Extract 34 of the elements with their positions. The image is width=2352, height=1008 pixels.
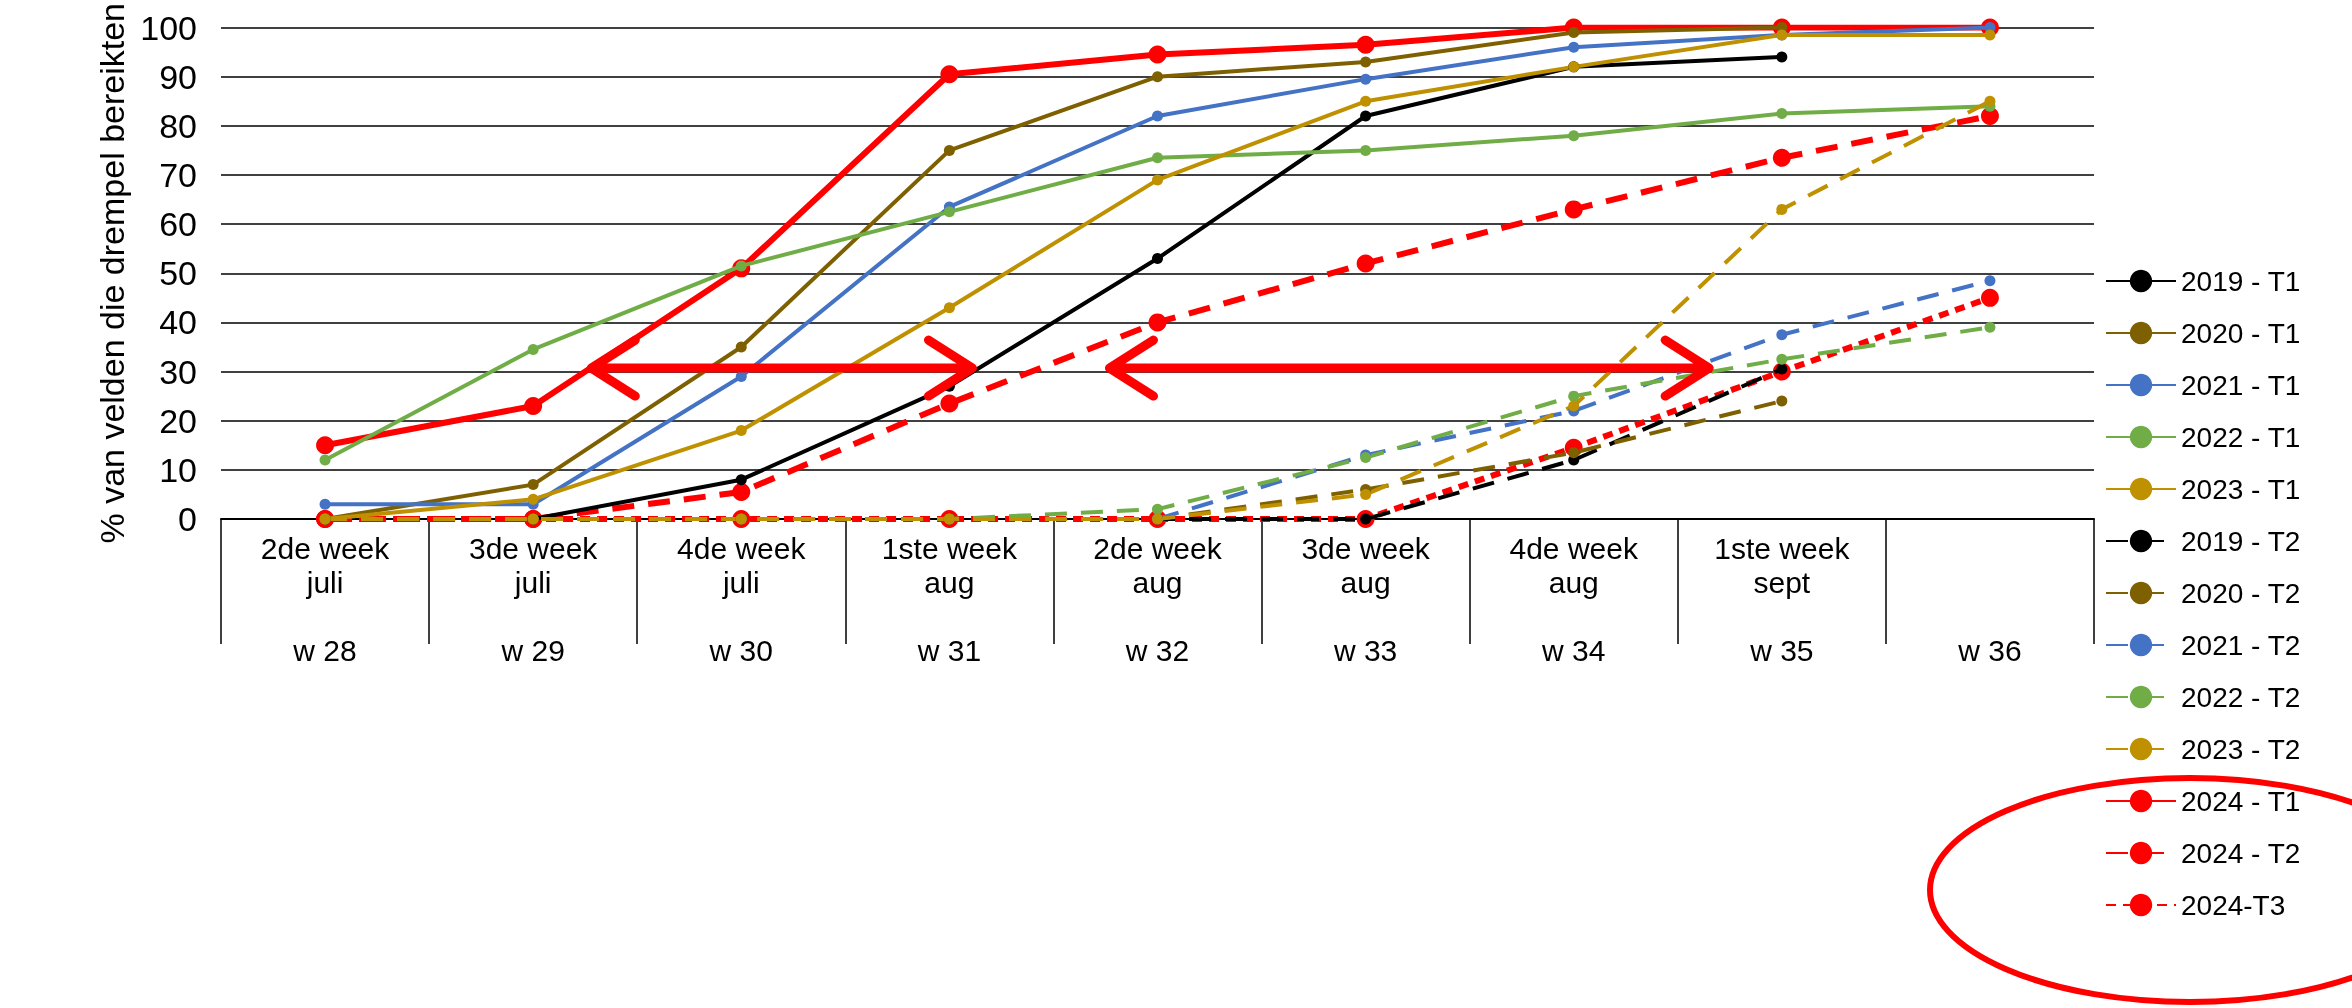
legend-label: 2021 - T1: [2181, 369, 2301, 401]
y-tick-label: 50: [159, 254, 197, 293]
y-tick-label: 40: [159, 303, 197, 342]
y-tick-label: 60: [159, 205, 197, 244]
y-tick-label: 80: [159, 106, 197, 145]
y-tick-label: 70: [159, 155, 197, 194]
legend-label: 2022 - T1: [2181, 421, 2301, 453]
x-tick-label: 2de week aug w 32: [1093, 531, 1223, 667]
x-tick-label: 4de week juli w 30: [677, 531, 807, 667]
legend-label: 2024 - T2: [2181, 837, 2301, 869]
legend-label: 2020 - T1: [2181, 317, 2301, 349]
x-tick-label: w 36: [1957, 633, 2022, 667]
legend-label: 2021 - T2: [2181, 629, 2301, 661]
y-tick-label: 20: [159, 401, 197, 440]
x-tick-label: 2de week juli w 28: [260, 531, 391, 667]
x-tick-label: 4de week aug w 34: [1509, 531, 1639, 667]
x-tick-label: 1ste week aug w 31: [881, 531, 1018, 667]
legend-label: 2023 - T2: [2181, 733, 2301, 765]
legend-label: 2023 - T1: [2181, 473, 2301, 505]
y-tick-label: 30: [159, 352, 197, 391]
x-tick-label: 3de week aug w 33: [1301, 531, 1431, 667]
legend-label: 2024 - T1: [2181, 785, 2301, 817]
y-tick-label: 0: [178, 500, 197, 538]
legend-label: 2020 - T2: [2181, 577, 2301, 609]
x-tick-label: 1ste week sept w 35: [1714, 531, 1851, 667]
y-tick-label: 90: [159, 57, 197, 96]
y-tick-label: 10: [159, 450, 197, 489]
y-tick-label: 100: [140, 8, 197, 47]
y-axis-title: % van velden die drempel bereikten: [93, 3, 132, 544]
legend-label: 2019 - T1: [2181, 265, 2301, 297]
x-tick-label: 3de week juli w 29: [468, 531, 599, 667]
legend-label: 2019 - T2: [2181, 525, 2301, 557]
legend-label: 2022 - T2: [2181, 681, 2301, 713]
legend-label: 2024-T3: [2181, 889, 2286, 921]
